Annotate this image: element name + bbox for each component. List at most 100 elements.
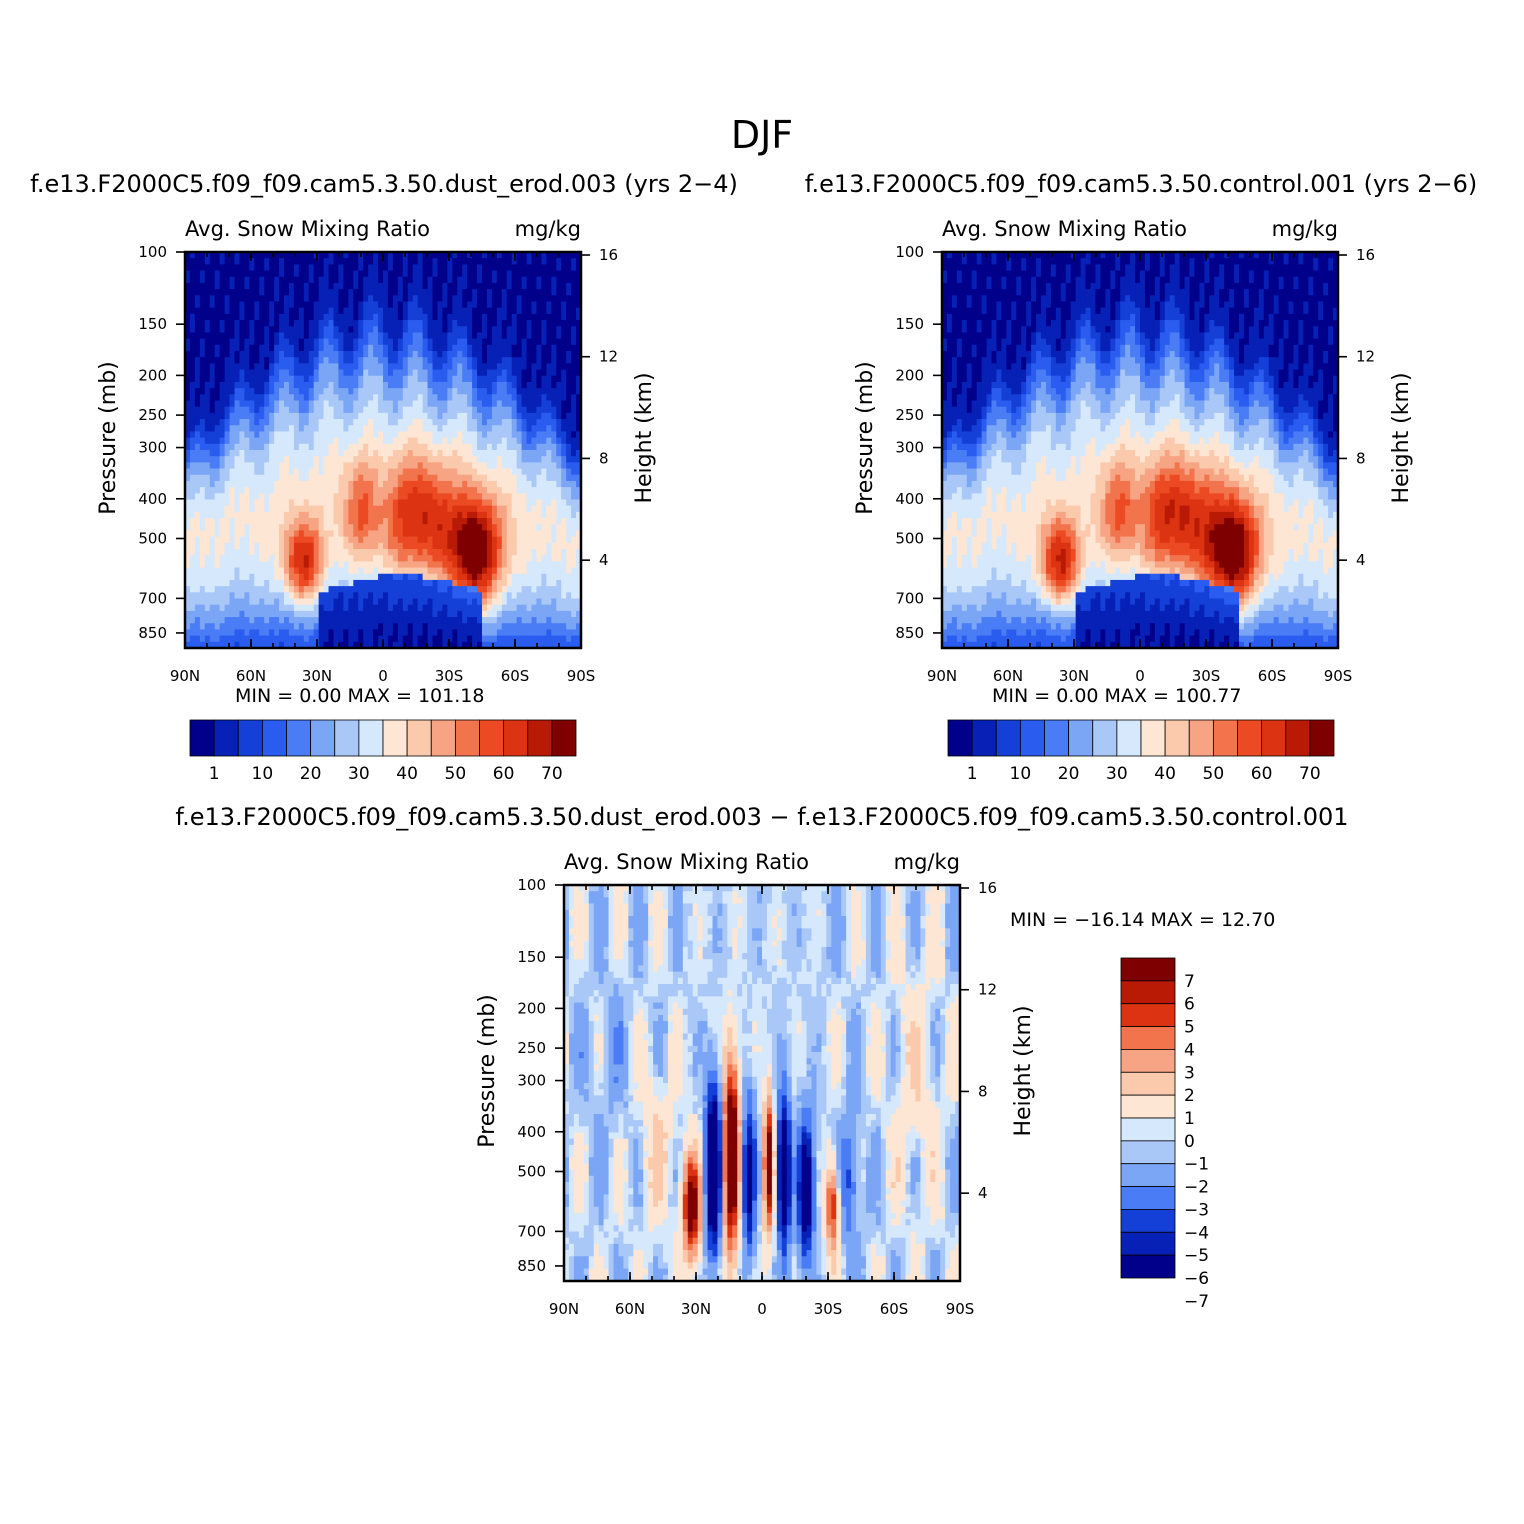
heatmap-cell bbox=[477, 412, 483, 420]
heatmap-cell bbox=[383, 289, 389, 296]
heatmap-cell bbox=[467, 555, 473, 562]
heatmap-cell bbox=[452, 419, 458, 426]
heatmap-cell bbox=[185, 394, 191, 402]
heatmap-cell bbox=[368, 542, 374, 550]
heatmap-cell bbox=[397, 301, 404, 309]
heatmap-cell bbox=[526, 505, 533, 513]
heatmap-cell bbox=[546, 295, 552, 303]
heatmap-cell bbox=[511, 530, 518, 538]
heatmap-cell bbox=[333, 326, 340, 334]
heatmap-cell bbox=[259, 468, 265, 476]
heatmap-cell bbox=[284, 530, 290, 538]
heatmap-cell bbox=[214, 592, 221, 600]
heatmap-cell bbox=[194, 542, 201, 550]
heatmap-cell bbox=[328, 332, 335, 340]
heatmap-cell bbox=[556, 468, 562, 476]
heatmap-cell bbox=[284, 320, 290, 327]
heatmap-cell bbox=[214, 307, 221, 315]
heatmap-cell bbox=[313, 419, 320, 426]
heatmap-cell bbox=[318, 511, 325, 519]
heatmap-cell bbox=[392, 326, 399, 334]
heatmap-cell bbox=[313, 289, 320, 296]
heatmap-cell bbox=[383, 610, 389, 618]
heatmap-cell bbox=[531, 629, 538, 637]
heatmap-cell bbox=[506, 474, 513, 482]
heatmap-cell bbox=[576, 282, 581, 290]
heatmap-cell bbox=[199, 375, 206, 383]
heatmap-cell bbox=[343, 320, 349, 327]
heatmap-cell bbox=[422, 437, 429, 445]
heatmap-cell bbox=[422, 381, 429, 389]
heatmap-cell bbox=[422, 524, 429, 532]
heatmap-cell bbox=[407, 450, 414, 457]
heatmap-cell bbox=[194, 561, 201, 569]
heatmap-cell bbox=[204, 518, 211, 525]
heatmap-cell bbox=[308, 369, 315, 377]
heatmap-cell bbox=[303, 363, 310, 371]
heatmap-cell bbox=[358, 480, 364, 488]
heatmap-cell bbox=[571, 468, 577, 476]
heatmap-cell bbox=[234, 326, 241, 334]
heatmap-cell bbox=[496, 320, 503, 327]
heatmap-cell bbox=[338, 474, 344, 482]
heatmap-cell bbox=[313, 282, 320, 290]
heatmap-cell bbox=[308, 567, 315, 575]
heatmap-cell bbox=[531, 586, 538, 593]
heatmap-cell bbox=[442, 307, 448, 315]
heatmap-cell bbox=[541, 412, 547, 420]
heatmap-cell bbox=[288, 351, 295, 358]
heatmap-cell bbox=[348, 313, 354, 321]
heatmap-cell bbox=[467, 295, 473, 303]
heatmap-cell bbox=[328, 431, 335, 439]
heatmap-cell bbox=[482, 536, 488, 544]
heatmap-cell bbox=[279, 388, 285, 395]
heatmap-cell bbox=[303, 282, 310, 290]
heatmap-cell bbox=[427, 623, 434, 631]
heatmap-cell bbox=[541, 592, 547, 600]
heatmap-cell bbox=[397, 344, 404, 352]
heatmap-cell bbox=[526, 412, 533, 420]
heatmap-cell bbox=[392, 493, 399, 501]
heatmap-cell bbox=[358, 388, 364, 395]
heatmap-cell bbox=[402, 351, 409, 358]
heatmap-cell bbox=[561, 351, 567, 358]
heatmap-cell bbox=[561, 561, 567, 569]
heatmap-cell bbox=[551, 598, 557, 606]
heatmap-cell bbox=[551, 610, 557, 618]
heatmap-cell bbox=[279, 252, 285, 259]
heatmap-cell bbox=[358, 524, 364, 532]
heatmap-cell bbox=[328, 443, 335, 451]
heatmap-cell bbox=[422, 518, 429, 525]
heatmap-cell bbox=[328, 604, 335, 612]
heatmap-cell bbox=[407, 499, 414, 507]
heatmap-cell bbox=[333, 419, 340, 426]
heatmap-cell bbox=[427, 629, 434, 637]
heatmap-cell bbox=[358, 586, 364, 593]
heatmap-cell bbox=[293, 604, 300, 612]
heatmap-cell bbox=[383, 623, 389, 631]
heatmap-cell bbox=[189, 406, 196, 414]
heatmap-cell bbox=[298, 586, 305, 593]
heatmap-cell bbox=[333, 536, 340, 544]
heatmap-cell bbox=[353, 586, 359, 593]
heatmap-cell bbox=[323, 357, 330, 364]
heatmap-cell bbox=[378, 313, 384, 321]
heatmap-cell bbox=[378, 412, 384, 420]
heatmap-cell bbox=[249, 258, 255, 265]
heatmap-cell bbox=[442, 617, 448, 624]
heatmap-cell bbox=[284, 635, 290, 643]
heatmap-cell bbox=[254, 610, 260, 618]
panel-1: 90N 60N 30N 0 30S 60S 90S100150200250300400500… bbox=[30, 170, 738, 784]
heatmap-cell bbox=[422, 450, 429, 457]
heatmap-cell bbox=[407, 400, 414, 408]
heatmap-cell bbox=[308, 487, 315, 494]
heatmap-cell bbox=[254, 604, 260, 612]
heatmap-cell bbox=[571, 419, 577, 426]
heatmap-cell bbox=[432, 505, 439, 513]
heatmap-cell bbox=[239, 332, 245, 340]
heatmap-cell bbox=[313, 276, 320, 284]
heatmap-cell bbox=[392, 530, 399, 538]
heatmap-cell bbox=[318, 474, 325, 482]
heatmap-cell bbox=[566, 511, 572, 519]
heatmap-cell bbox=[482, 313, 488, 321]
